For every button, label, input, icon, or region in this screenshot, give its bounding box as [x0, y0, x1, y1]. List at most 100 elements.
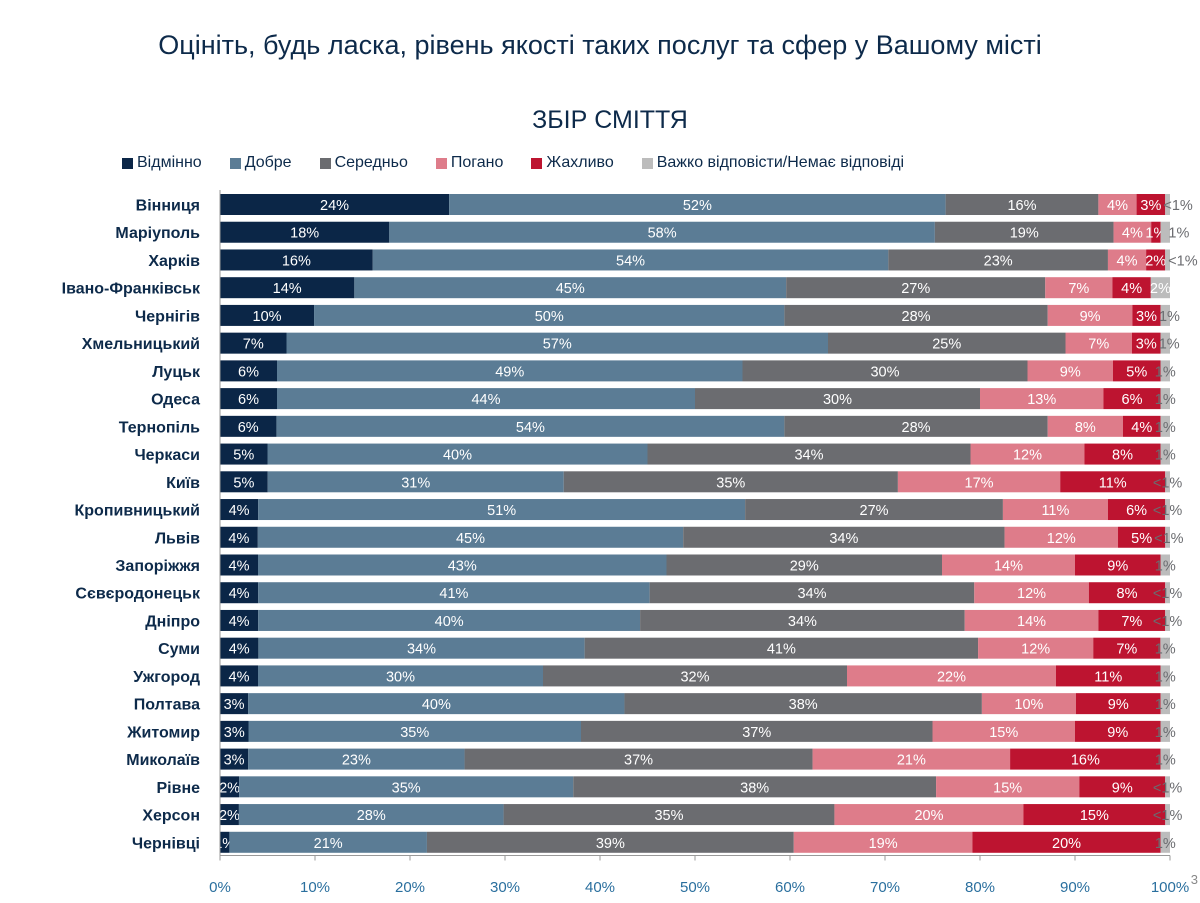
data-label: 49% [495, 364, 524, 380]
data-label: 14% [994, 558, 1023, 574]
bar-segment [267, 443, 648, 465]
bar-segment [258, 665, 543, 687]
bar-segment [1103, 388, 1161, 410]
data-label: 39% [596, 836, 625, 852]
bar-segment [1075, 554, 1161, 576]
data-label: 35% [400, 725, 429, 741]
bar-segment [640, 609, 965, 631]
category-label: Харків [148, 253, 200, 270]
category-label: Луцьк [152, 364, 201, 381]
data-label: 18% [290, 226, 319, 242]
legend-label: Жахливо [546, 154, 614, 171]
data-label: 35% [392, 780, 421, 796]
data-label: 4% [1131, 420, 1152, 436]
bar-segment [449, 194, 946, 215]
data-label: 28% [357, 808, 386, 824]
x-tick-label: 70% [870, 879, 900, 896]
data-label: <1% [1153, 503, 1183, 519]
bar-segment [220, 637, 259, 659]
data-label: 20% [914, 808, 943, 824]
bar-segment [981, 693, 1076, 715]
legend-swatch [641, 157, 653, 169]
bar-segment [1002, 499, 1108, 521]
bar-segment [784, 415, 1048, 437]
bar-segment [1136, 194, 1166, 215]
bar-segment [1122, 415, 1161, 437]
bar-segment [220, 388, 277, 410]
bar-segment [239, 776, 574, 798]
data-label: 4% [229, 642, 250, 658]
bar-segment [784, 304, 1048, 326]
bar-segment [1084, 443, 1161, 465]
bar-segment [786, 277, 1046, 299]
data-label: <1% [1168, 253, 1198, 269]
data-label: 4% [228, 531, 249, 547]
bar-segment [1160, 748, 1170, 770]
bar-segment [1023, 804, 1166, 826]
data-label: 54% [516, 420, 545, 436]
data-label: 21% [314, 836, 343, 852]
data-label: 3% [1140, 198, 1161, 214]
bar-segment [389, 221, 935, 243]
data-label: 9% [1080, 309, 1101, 325]
data-label: 6% [238, 420, 259, 436]
data-label: 29% [790, 558, 819, 574]
category-label: Кропивницький [75, 503, 201, 520]
data-label: 9% [1108, 697, 1129, 713]
bar-segment [220, 415, 277, 437]
bar-segment [936, 776, 1080, 798]
legend-swatch [122, 157, 133, 169]
data-label: 7% [1068, 281, 1089, 297]
legend-swatch [229, 157, 241, 169]
bar-segment [666, 554, 942, 576]
bar-segment [258, 637, 585, 659]
data-label: 14% [1017, 614, 1046, 630]
data-label: 37% [624, 753, 653, 769]
data-label: 28% [902, 309, 931, 325]
data-label: 30% [823, 392, 852, 408]
legend-label: Середньо [334, 154, 408, 171]
bar-segment [1160, 637, 1170, 659]
data-label: 34% [407, 642, 436, 658]
category-label: Львів [155, 530, 200, 547]
data-label: 15% [989, 725, 1018, 741]
bar-segment [1160, 720, 1170, 742]
data-label: 19% [1010, 226, 1039, 242]
data-label: 12% [1017, 586, 1046, 602]
bar-segment [972, 831, 1161, 853]
legend-label: Погано [450, 154, 504, 171]
data-label: 38% [740, 780, 769, 796]
data-label: 10% [1014, 697, 1043, 713]
page-number: 3 [1190, 872, 1198, 887]
bar-segment [812, 748, 1011, 770]
bar-segment [1113, 221, 1152, 243]
bar-segment [847, 665, 1056, 687]
data-label: 15% [993, 780, 1022, 796]
x-tick-label: 0% [209, 879, 231, 896]
bar-segment [1160, 304, 1170, 326]
data-label: 41% [439, 586, 468, 602]
category-label: Тернопіль [119, 419, 200, 436]
data-label: 1% [1155, 642, 1176, 658]
legend-swatch [319, 157, 331, 169]
data-label: 1% [1155, 392, 1176, 408]
data-label: 23% [342, 753, 371, 769]
bar-segment [942, 554, 1075, 576]
bar-segment [220, 360, 277, 382]
bar-segment [220, 554, 258, 576]
bar-segment [932, 720, 1075, 742]
bar-segment [1047, 415, 1123, 437]
legend-swatch [435, 157, 447, 169]
bar-segment [277, 388, 695, 410]
category-label: Херсон [142, 808, 200, 825]
bar-segment [220, 249, 373, 271]
bar-segment [1065, 332, 1132, 354]
data-label: 51% [487, 503, 516, 519]
data-label: 12% [1013, 448, 1042, 464]
data-label: <1% [1153, 614, 1183, 630]
bar-segment [543, 665, 847, 687]
category-label: Київ [166, 475, 200, 492]
data-label: 8% [1117, 586, 1138, 602]
category-label: Вінниця [136, 198, 200, 215]
bar-segment [897, 471, 1061, 493]
